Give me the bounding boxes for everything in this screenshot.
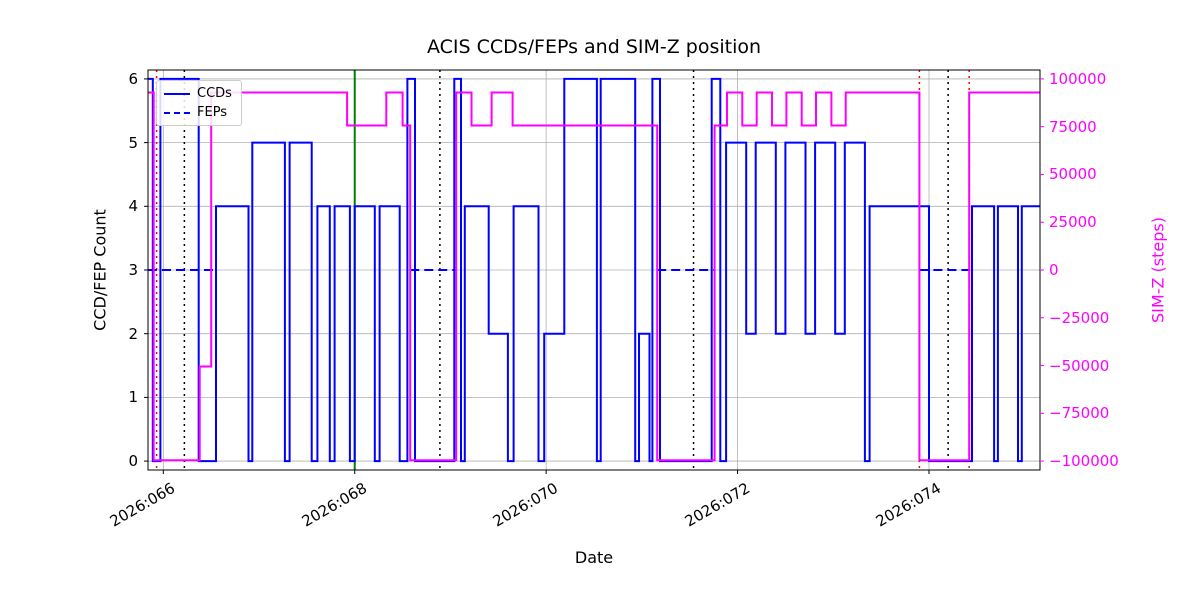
- x-axis-label: Date: [574, 548, 614, 567]
- feps-line-sample: [164, 111, 190, 114]
- y-tick-label-left: 3: [128, 261, 138, 279]
- legend-label-ccds: CCDs: [197, 86, 232, 101]
- y-tick-label-right: −50000: [1049, 356, 1110, 375]
- y-tick-label-left: 0: [128, 452, 138, 471]
- y-axis-label-right: SIM-Z (steps): [1148, 217, 1168, 323]
- series-ccds-line: [148, 77, 1040, 463]
- y-tick-label-right: 100000: [1049, 69, 1107, 88]
- series-sim-z-line: [148, 91, 1040, 462]
- y-tick-label-right: −100000: [1049, 452, 1119, 471]
- y-tick-label-left: 6: [128, 69, 138, 88]
- legend-item-feps: FEPs: [164, 103, 232, 122]
- y-tick-label-right: 75000: [1049, 117, 1097, 136]
- y-tick-label-left: 4: [128, 197, 138, 216]
- y-tick-label-left: 2: [128, 324, 138, 343]
- legend: CCDs FEPs: [156, 80, 242, 126]
- y-tick-label-right: 50000: [1049, 165, 1097, 184]
- chart-title: ACIS CCDs/FEPs and SIM-Z position: [426, 36, 762, 58]
- y-tick-label-left: 5: [128, 133, 138, 152]
- ccds-line-sample: [164, 92, 190, 95]
- y-tick-label-right: −25000: [1049, 308, 1110, 327]
- legend-item-ccds: CCDs: [164, 84, 232, 103]
- y-tick-label-right: 0: [1049, 261, 1059, 279]
- y-tick-label-right: −75000: [1049, 404, 1110, 423]
- y-tick-label-right: 25000: [1049, 213, 1097, 232]
- y-tick-label-left: 1: [128, 388, 138, 407]
- legend-label-feps: FEPs: [197, 105, 228, 120]
